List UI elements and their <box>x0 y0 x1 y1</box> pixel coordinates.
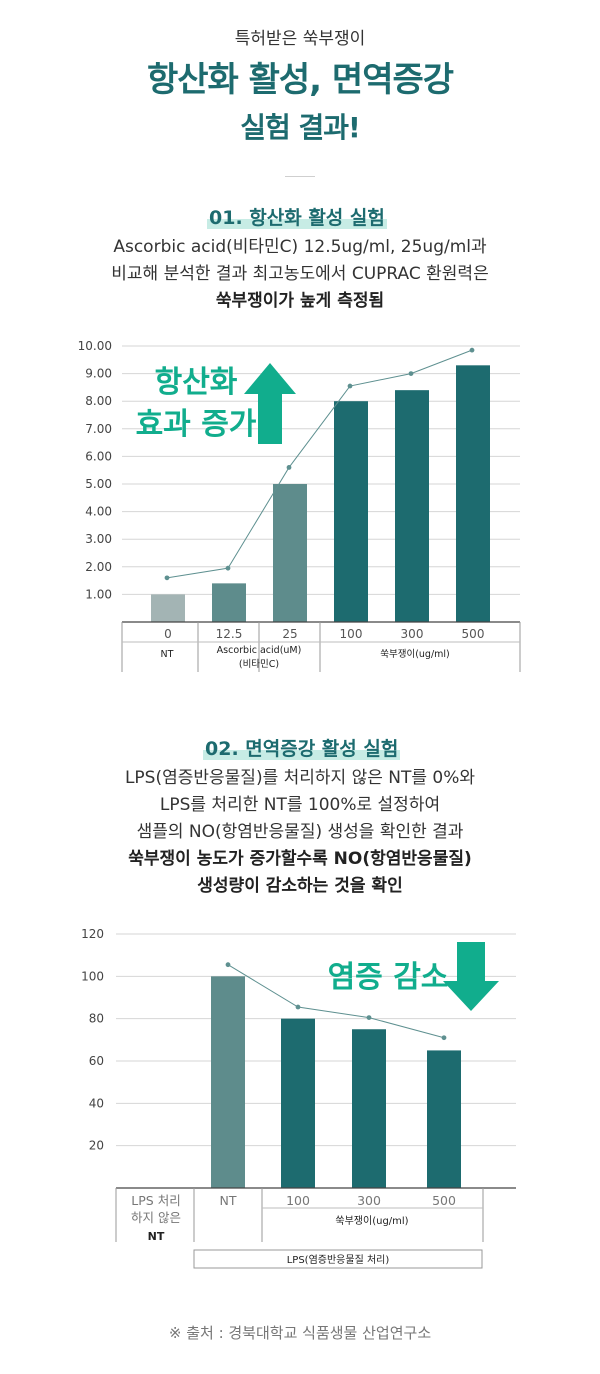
chart1-category-label: 25 <box>282 627 297 641</box>
chart2-category-label: 500 <box>432 1193 456 1208</box>
chart1-trend-point <box>408 371 414 376</box>
chart1-group-label: 쑥부쟁이(ug/ml) <box>380 649 450 660</box>
chart1-ytick-label: 7.00 <box>85 422 112 436</box>
chart2-bar <box>352 1029 386 1188</box>
chart2-trend-point <box>441 1035 447 1041</box>
chart2-bar <box>427 1050 461 1188</box>
chart2-bars <box>211 976 461 1188</box>
chart2-category-label-line3: NT <box>148 1230 165 1243</box>
chart1-category-label: 0 <box>164 627 172 641</box>
chart2-ytick-label: 40 <box>89 1096 104 1110</box>
chart1-category-label: 300 <box>401 627 424 641</box>
page-title-line2-text: 실험 결과! <box>240 111 361 144</box>
section2-heading: 02. 면역증강 활성 실험 <box>202 734 401 761</box>
section2-desc-line1: LPS(염증반응물질)를 처리하지 않은 NT를 0%와 <box>124 768 476 788</box>
immune-chart: 20 40 60 80 100 120 LPS 처리 NT 100 300 500 하지 않은 NT 쑥… <box>81 927 516 1269</box>
chart1-trend-point <box>469 347 475 353</box>
chart2-axis: LPS 처리 NT 100 300 500 하지 않은 NT 쑥부쟁이(ug/ml) LPS(염… <box>115 1187 516 1269</box>
chart1-ytick-label: 4.00 <box>85 505 112 519</box>
chart1-ytick-label: 3.00 <box>85 532 112 546</box>
chart2-ytick-label: 120 <box>81 927 104 941</box>
chart1-category-label: 100 <box>340 627 363 641</box>
chart2-trend-point <box>366 1015 372 1021</box>
chart2-trend-point <box>295 1004 301 1010</box>
chart1-ytick-label: 5.00 <box>85 477 112 491</box>
chart1-ytick-label: 9.00 <box>85 367 112 381</box>
chart1-ytick-label: 1.00 <box>85 587 112 601</box>
chart1-bar <box>273 484 307 622</box>
chart2-ytick-label: 100 <box>81 969 104 983</box>
section1-heading: 01. 항산화 활성 실험 <box>207 203 387 230</box>
chart1-bar <box>395 390 429 622</box>
page-subtitle: 특허받은 쑥부쟁이 <box>234 29 366 49</box>
section2-description: LPS(염증반응물질)를 처리하지 않은 NT를 0%와 LPS를 처리한 NT… <box>0 765 600 900</box>
section1-desc-line1: Ascorbic acid(비타민C) 12.5ug/ml, 25ug/ml과 <box>113 237 487 257</box>
chart1-annotation-line2: 효과 증가 <box>136 407 257 442</box>
chart2-ytick-label: 20 <box>89 1139 104 1153</box>
chart2-trend-point <box>225 962 231 968</box>
chart1-ytick-label: 6.00 <box>85 449 112 463</box>
chart1-ytick-label: 8.00 <box>85 394 112 408</box>
page-title-line2: 실험 결과! <box>0 106 600 146</box>
chart2-gridlines: 20 40 60 80 100 120 <box>81 927 516 1153</box>
page-title: 항산화 활성, 면역증강 <box>146 60 454 100</box>
chart1-trend-line <box>164 347 475 581</box>
source-note: ※ 출처 : 경북대학교 식품생물 산업연구소 <box>168 1324 432 1342</box>
chart1-category-label: 12.5 <box>216 627 243 641</box>
chart1-trend-point <box>225 565 231 571</box>
antioxidant-chart: 1.00 2.00 3.00 4.00 5.00 6.00 7.00 8.00 9.00 10.0… <box>78 339 521 672</box>
chart1-group-label: Ascorbic acid(uM) <box>217 645 302 656</box>
chart1-annotation: 항산화 효과 증가 <box>136 363 296 444</box>
up-arrow-icon <box>244 363 296 444</box>
chart1-annotation-line1: 항산화 <box>155 365 238 400</box>
chart1-bar <box>212 583 246 622</box>
chart1-group-label: NT <box>161 649 174 660</box>
section1-description: Ascorbic acid(비타민C) 12.5ug/ml, 25ug/ml과 … <box>0 234 600 315</box>
chart2-category-label: 300 <box>357 1193 381 1208</box>
section2-heading-text: 02. 면역증강 활성 실험 <box>205 738 399 760</box>
chart2-trend-line <box>225 962 447 1041</box>
chart2-category-label: 100 <box>286 1193 310 1208</box>
section1-desc-line3: 쑥부쟁이가 높게 측정됨 <box>215 291 385 311</box>
chart1-category-label: 500 <box>462 627 485 641</box>
down-arrow-icon <box>443 942 499 1011</box>
chart2-category-label: LPS 처리 <box>131 1193 180 1208</box>
chart1-trend-point <box>286 465 292 470</box>
chart1-axis: 0 12.5 25 100 300 500 NT Ascorbic acid(uM) (비타민C… <box>121 621 521 672</box>
chart2-annotation: 염증 감소 <box>328 942 499 1011</box>
chart1-gridlines: 1.00 2.00 3.00 4.00 5.00 6.00 7.00 8.00 9.00 10.0… <box>78 339 520 601</box>
chart1-bar <box>334 401 368 622</box>
chart1-group-label: (비타민C) <box>239 659 279 670</box>
section2-desc-line4: 쑥부쟁이 농도가 증가할수록 NO(항염반응물질) <box>128 849 472 869</box>
chart2-bar <box>211 976 245 1188</box>
chart2-ytick-label: 60 <box>89 1054 104 1068</box>
section2-desc-line2: LPS를 처리한 NT를 100%로 설정하여 <box>159 795 441 815</box>
chart2-trend-polyline <box>227 964 445 1039</box>
chart1-ytick-label: 2.00 <box>85 560 112 574</box>
section2-desc-line3: 샘플의 NO(항염반응물질) 생성을 확인한 결과 <box>136 822 464 842</box>
chart2-category-label-line2: 하지 않은 <box>131 1210 181 1225</box>
chart2-lps-label: LPS(염증반응물질 처리) <box>287 1254 390 1266</box>
chart1-trend-point <box>347 383 353 389</box>
chart2-annotation-text: 염증 감소 <box>328 960 449 995</box>
section1-heading-text: 01. 항산화 활성 실험 <box>209 207 385 229</box>
chart2-category-label: NT <box>220 1193 237 1208</box>
chart1-trend-point <box>164 575 170 581</box>
divider <box>285 176 315 177</box>
chart2-ytick-label: 80 <box>89 1012 104 1026</box>
chart1-trend-polyline <box>166 349 473 579</box>
chart2-group-label: 쑥부쟁이(ug/ml) <box>335 1215 408 1227</box>
chart2-bar <box>281 1018 315 1188</box>
chart1-ytick-label: 10.00 <box>78 339 112 353</box>
chart1-bar <box>151 594 185 622</box>
chart1-bars <box>151 365 490 622</box>
section1-desc-line2: 비교해 분석한 결과 최고농도에서 CUPRAC 환원력은 <box>111 264 489 284</box>
chart1-bar <box>456 365 490 622</box>
section2-desc-line5: 생성량이 감소하는 것을 확인 <box>197 876 403 896</box>
chart2-lps-box <box>193 1249 483 1269</box>
